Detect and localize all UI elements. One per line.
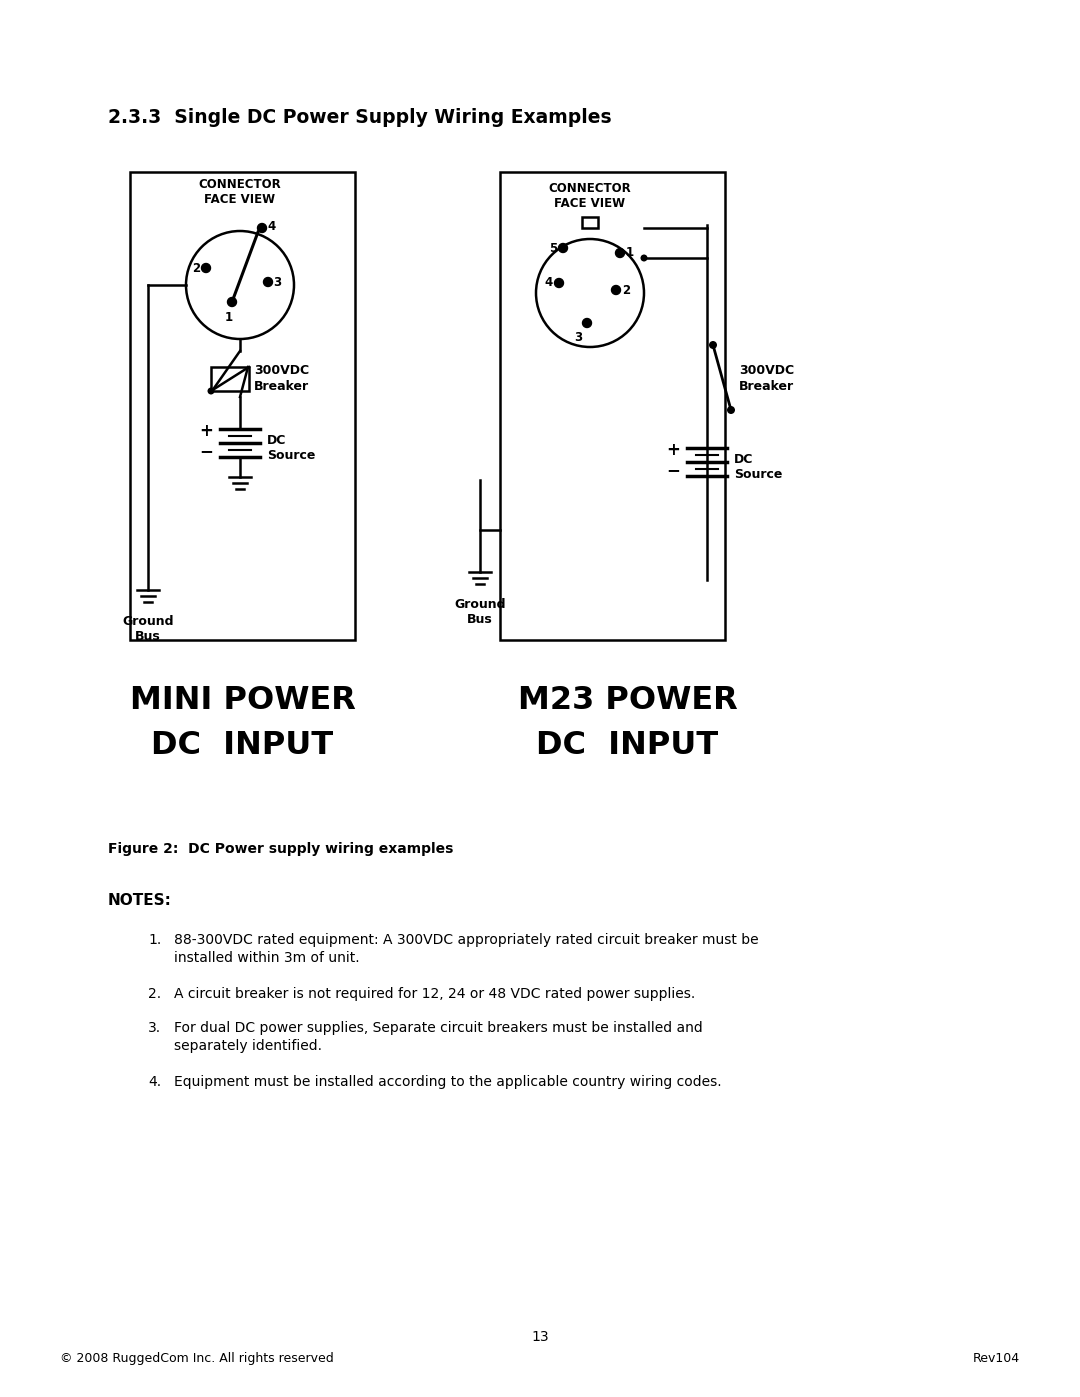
Bar xyxy=(582,217,598,228)
Text: 1: 1 xyxy=(626,246,634,260)
Text: 4.: 4. xyxy=(148,1076,161,1090)
Circle shape xyxy=(582,319,592,327)
Text: 3: 3 xyxy=(573,331,582,344)
Circle shape xyxy=(202,264,211,272)
Bar xyxy=(500,172,725,640)
Text: Ground
Bus: Ground Bus xyxy=(122,615,174,643)
Text: FACE VIEW: FACE VIEW xyxy=(554,197,625,210)
Text: +: + xyxy=(666,441,680,460)
Text: NOTES:: NOTES: xyxy=(108,893,172,908)
Text: A circuit breaker is not required for 12, 24 or 48 VDC rated power supplies.: A circuit breaker is not required for 12… xyxy=(174,988,696,1002)
Text: DC
Source: DC Source xyxy=(734,453,782,481)
Text: 3: 3 xyxy=(273,275,281,289)
Text: Figure 2:  DC Power supply wiring examples: Figure 2: DC Power supply wiring example… xyxy=(108,842,454,856)
Text: FACE VIEW: FACE VIEW xyxy=(204,193,275,205)
Text: 300VDC
Breaker: 300VDC Breaker xyxy=(254,365,309,394)
Text: 4: 4 xyxy=(267,221,275,233)
Circle shape xyxy=(264,278,272,286)
Text: 2: 2 xyxy=(192,261,200,274)
Text: +: + xyxy=(199,422,213,440)
Circle shape xyxy=(558,243,567,253)
Text: CONNECTOR: CONNECTOR xyxy=(549,182,632,196)
Circle shape xyxy=(207,387,215,394)
Circle shape xyxy=(708,341,717,349)
Circle shape xyxy=(228,298,237,306)
Text: −: − xyxy=(199,441,213,460)
Text: 2.3.3  Single DC Power Supply Wiring Examples: 2.3.3 Single DC Power Supply Wiring Exam… xyxy=(108,108,611,127)
Text: CONNECTOR: CONNECTOR xyxy=(199,177,282,191)
Text: Rev104: Rev104 xyxy=(973,1352,1020,1365)
Text: 2: 2 xyxy=(622,284,630,296)
Text: 3.: 3. xyxy=(148,1021,161,1035)
Text: Ground
Bus: Ground Bus xyxy=(455,598,505,626)
Text: 4: 4 xyxy=(544,277,553,289)
Text: −: − xyxy=(666,461,680,479)
Text: For dual DC power supplies, Separate circuit breakers must be installed and
sepa: For dual DC power supplies, Separate cir… xyxy=(174,1021,703,1053)
Text: 1: 1 xyxy=(225,312,233,324)
Circle shape xyxy=(257,224,267,232)
Bar xyxy=(211,367,249,391)
Circle shape xyxy=(616,249,624,257)
Circle shape xyxy=(727,407,735,414)
Text: 1.: 1. xyxy=(148,933,161,947)
Text: © 2008 RuggedCom Inc. All rights reserved: © 2008 RuggedCom Inc. All rights reserve… xyxy=(60,1352,334,1365)
Text: 2.: 2. xyxy=(148,988,161,1002)
Circle shape xyxy=(554,278,564,288)
Bar xyxy=(130,172,355,640)
Text: DC  INPUT: DC INPUT xyxy=(537,731,718,761)
Text: MINI POWER: MINI POWER xyxy=(130,685,355,717)
Text: 300VDC
Breaker: 300VDC Breaker xyxy=(739,363,794,393)
Text: DC
Source: DC Source xyxy=(267,434,315,462)
Circle shape xyxy=(640,254,648,261)
Text: 88-300VDC rated equipment: A 300VDC appropriately rated circuit breaker must be
: 88-300VDC rated equipment: A 300VDC appr… xyxy=(174,933,758,965)
Text: 5: 5 xyxy=(549,242,557,254)
Text: 13: 13 xyxy=(531,1330,549,1344)
Text: DC  INPUT: DC INPUT xyxy=(151,731,334,761)
Text: M23 POWER: M23 POWER xyxy=(517,685,738,717)
Text: Equipment must be installed according to the applicable country wiring codes.: Equipment must be installed according to… xyxy=(174,1076,721,1090)
Circle shape xyxy=(611,285,621,295)
